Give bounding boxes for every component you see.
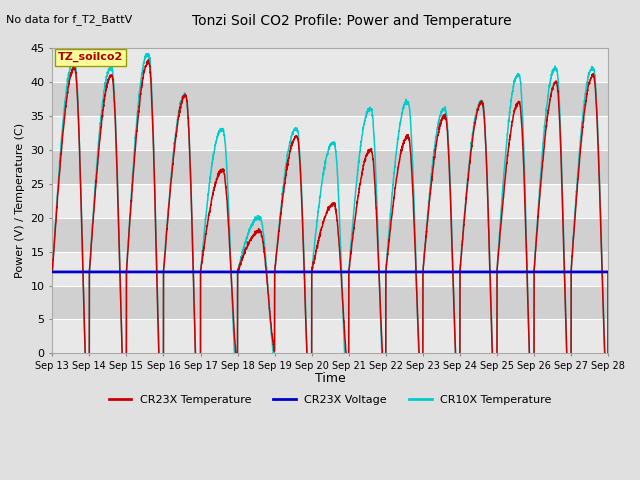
CR23X Temperature <box>262 264 269 270</box>
Bar <box>52 82 608 116</box>
CR23X Temperature <box>594 126 602 132</box>
Bar <box>52 286 608 320</box>
CR23X Voltage <box>262 269 269 275</box>
X-axis label: Time: Time <box>315 372 346 385</box>
Line: CR23X Temperature: CR23X Temperature <box>52 60 608 480</box>
Bar <box>52 150 608 184</box>
CR10X Temperature <box>604 269 612 275</box>
CR10X Temperature <box>145 51 153 57</box>
CR23X Temperature <box>49 267 56 273</box>
CR10X Temperature <box>112 122 120 128</box>
CR10X Temperature <box>534 215 541 220</box>
Y-axis label: Power (V) / Temperature (C): Power (V) / Temperature (C) <box>15 123 25 278</box>
Text: TZ_soilco2: TZ_soilco2 <box>58 52 123 62</box>
CR23X Temperature <box>534 220 541 226</box>
Bar <box>52 116 608 150</box>
CR10X Temperature <box>286 141 294 146</box>
CR23X Voltage <box>112 269 120 275</box>
Text: No data for f_T2_BattV: No data for f_T2_BattV <box>6 14 132 25</box>
Bar <box>52 252 608 286</box>
CR23X Temperature <box>604 269 612 275</box>
CR23X Temperature <box>145 57 152 62</box>
Bar <box>52 217 608 252</box>
CR10X Temperature <box>262 259 269 264</box>
CR23X Temperature <box>145 60 153 65</box>
CR23X Temperature <box>286 148 294 154</box>
Legend: CR23X Temperature, CR23X Voltage, CR10X Temperature: CR23X Temperature, CR23X Voltage, CR10X … <box>104 390 556 409</box>
CR23X Voltage <box>49 269 56 275</box>
CR10X Temperature <box>594 120 602 126</box>
CR23X Voltage <box>145 269 152 275</box>
CR23X Voltage <box>604 269 612 275</box>
Bar <box>52 48 608 82</box>
CR23X Voltage <box>593 269 601 275</box>
Bar <box>52 184 608 217</box>
Text: Tonzi Soil CO2 Profile: Power and Temperature: Tonzi Soil CO2 Profile: Power and Temper… <box>192 14 512 28</box>
CR23X Temperature <box>112 130 120 136</box>
CR23X Voltage <box>533 269 541 275</box>
CR10X Temperature <box>49 267 56 273</box>
CR10X Temperature <box>144 50 152 56</box>
CR23X Voltage <box>285 269 293 275</box>
Bar <box>52 320 608 353</box>
Line: CR10X Temperature: CR10X Temperature <box>52 53 608 480</box>
